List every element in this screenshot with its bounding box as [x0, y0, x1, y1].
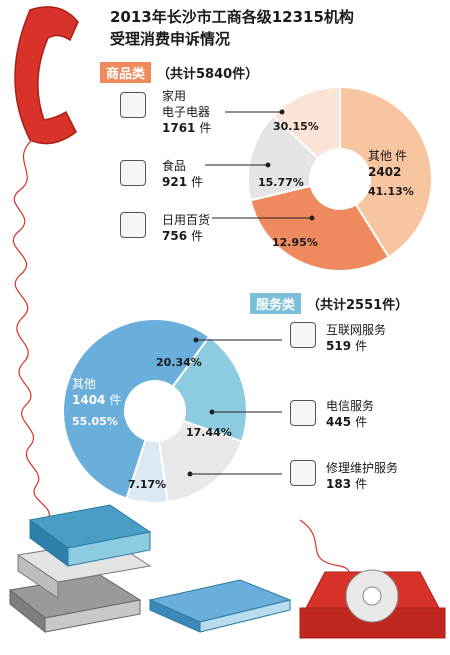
- title-line-2: 受理消费申诉情况: [110, 30, 231, 48]
- title-line-1: 2013年长沙市工商各级12315机构: [110, 8, 354, 26]
- slice-家用电子电器: [249, 184, 391, 272]
- slice-修理维护服务: [125, 438, 169, 504]
- phone-cord: [12, 139, 50, 521]
- service-legend-telecom: 电信服务 445 件: [326, 399, 375, 429]
- service-donut-chart: [62, 318, 248, 504]
- service-legend-internet: 互联网服务 519 件: [326, 323, 387, 353]
- goods-section-tag: 商品类: [100, 62, 152, 83]
- page-title: 2013年长沙市工商各级12315机构 受理消费申诉情况: [110, 6, 354, 50]
- goods-section-total: （共计5840件）: [157, 67, 259, 82]
- food-icon: [120, 160, 146, 186]
- goods-donut-chart: [247, 85, 433, 272]
- service-section-header: 服务类 （共计2551件）: [250, 293, 408, 314]
- service-section-tag: 服务类: [250, 293, 302, 314]
- slice-食品: [247, 114, 320, 202]
- books-illustration: [8, 504, 292, 634]
- service-pct-internet: 20.34%: [156, 356, 202, 369]
- telecom-icon: [290, 400, 316, 426]
- service-other-label: 其他 1404 件 55.05%: [72, 377, 122, 428]
- service-pct-telecom: 17.44%: [186, 426, 232, 439]
- goods-legend-daily: 日用百货 756 件: [162, 213, 211, 243]
- slice-互联网服务: [171, 335, 248, 443]
- service-section-total: （共计2551件）: [307, 298, 409, 313]
- telephone-handset-icon: [14, 6, 79, 145]
- repair-icon: [290, 460, 316, 486]
- goods-pct-elec: 30.15%: [273, 120, 319, 133]
- service-legend-repair: 修理维护服务 183 件: [326, 461, 399, 491]
- daily-goods-icon: [120, 212, 146, 238]
- goods-section-header: 商品类 （共计5840件）: [100, 62, 258, 83]
- goods-pct-food: 15.77%: [258, 176, 304, 189]
- goods-pct-daily: 12.95%: [272, 236, 318, 249]
- service-pct-repair: 7.17%: [128, 478, 167, 491]
- goods-legend-food: 食品 921 件: [162, 159, 204, 189]
- rotary-phone-illustration: [299, 569, 446, 639]
- appliance-icon: [120, 92, 146, 118]
- goods-other-label: 其他件 2402 41.13%: [368, 149, 414, 198]
- slice-电信服务: [157, 419, 244, 504]
- internet-icon: [290, 322, 316, 348]
- slice-日用百货: [271, 85, 341, 160]
- goods-legend-appliance: 家用 电子电器 1761 件: [162, 89, 212, 135]
- slice-其他: [62, 318, 211, 500]
